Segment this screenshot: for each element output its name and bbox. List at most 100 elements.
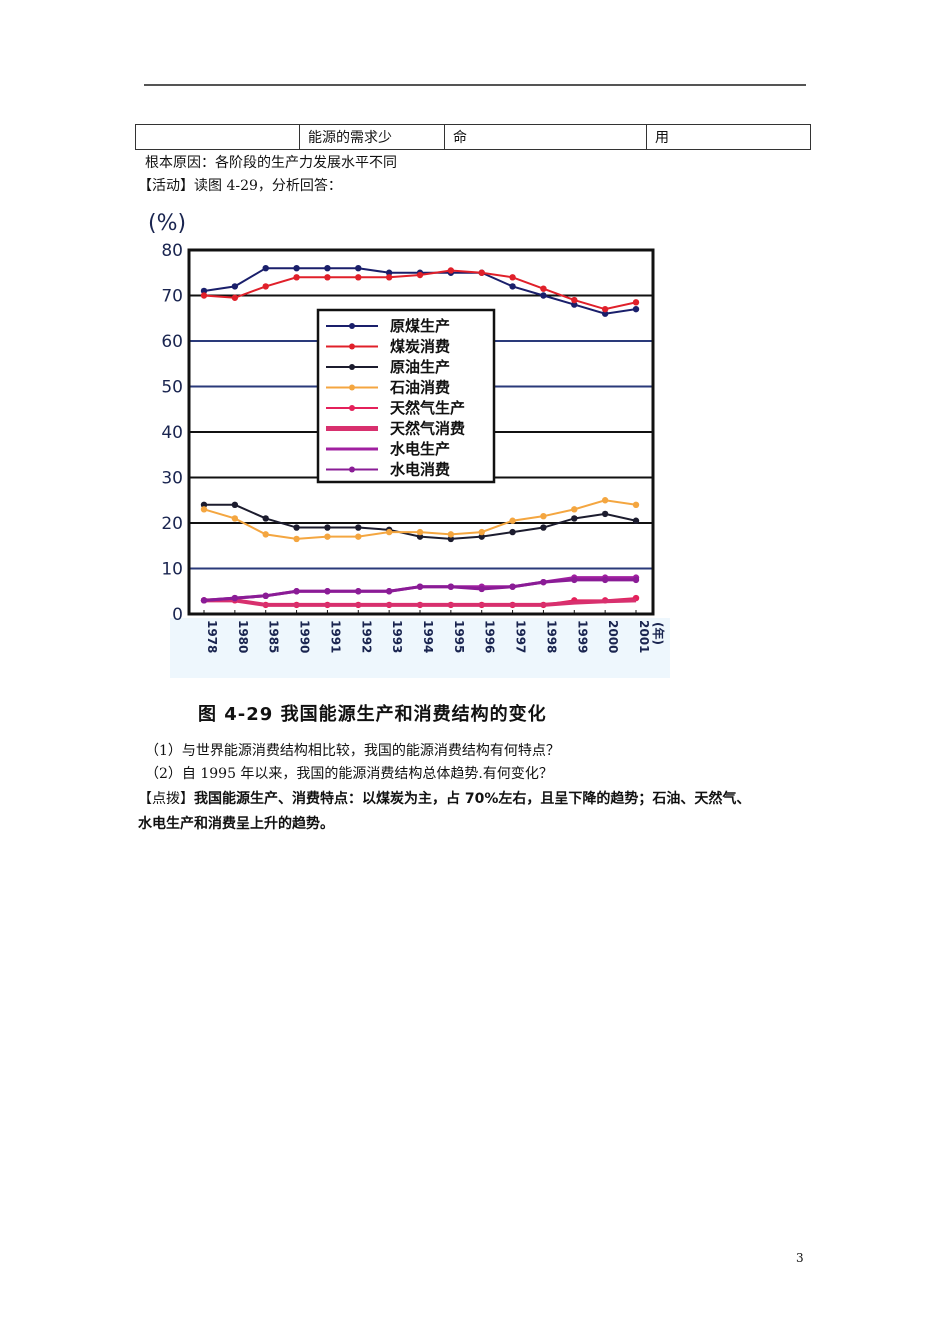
x-tick-label: 1993 — [390, 620, 404, 653]
question-2: （2）自 1995 年以来，我国的能源消费结构总体趋势.有何变化？ — [145, 766, 553, 782]
data-point — [200, 597, 208, 604]
x-tick-label: 1998 — [544, 620, 558, 653]
data-point — [478, 269, 485, 276]
y-tick-label: 80 — [161, 241, 183, 261]
data-point — [416, 528, 424, 536]
data-point — [262, 515, 269, 522]
data-point — [262, 283, 269, 290]
data-point — [540, 512, 547, 520]
data-point — [540, 578, 547, 586]
legend-label: 天然气消费 — [390, 420, 465, 438]
data-point — [540, 292, 547, 299]
legend-box — [316, 308, 496, 484]
data-point — [540, 285, 547, 292]
data-point — [601, 310, 609, 317]
data-point — [355, 274, 362, 281]
data-point — [324, 588, 331, 595]
data-point — [355, 265, 362, 272]
data-point — [509, 583, 516, 590]
data-point — [632, 517, 640, 524]
legend-label: 原油生产 — [390, 358, 450, 376]
data-point — [385, 269, 393, 276]
y-tick-label: 10 — [161, 560, 183, 580]
data-point — [509, 283, 516, 290]
data-point — [601, 510, 609, 518]
data-point — [293, 535, 300, 543]
x-tick-label: 1990 — [298, 620, 312, 653]
y-tick-label: 60 — [161, 332, 183, 352]
y-tick-label: 50 — [161, 378, 183, 398]
x-tick-label: 1995 — [452, 620, 466, 653]
data-point — [324, 524, 331, 531]
hint-text-line2: 水电生产和消费呈上升的趋势。 — [138, 816, 334, 832]
data-point — [231, 283, 239, 290]
data-point — [355, 524, 362, 531]
x-tick-label: 2001 — [637, 620, 651, 653]
x-tick-label: 2000 — [606, 620, 620, 653]
data-point — [200, 501, 208, 508]
table-cell: 能源的需求少 — [299, 124, 445, 150]
y-tick-label: 70 — [161, 287, 183, 307]
hint-label: 【点拨】 — [138, 791, 194, 807]
data-point — [416, 533, 424, 540]
data-point — [632, 501, 640, 508]
data-point — [324, 533, 331, 540]
x-tick-label: 1991 — [328, 620, 342, 653]
legend-label: 天然气生产 — [390, 399, 465, 417]
data-point — [632, 576, 640, 584]
data-point — [200, 292, 208, 299]
x-tick-label: 1997 — [514, 620, 528, 653]
activity-heading: 【活动】读图 4-29，分析回答： — [138, 178, 342, 194]
data-point — [571, 296, 578, 304]
data-point — [601, 576, 609, 584]
data-point — [571, 301, 578, 308]
legend-label: 水电消费 — [390, 461, 450, 479]
data-point — [262, 531, 269, 538]
x-tick-label: 1985 — [267, 620, 281, 653]
x-tick-label: 1992 — [359, 620, 373, 653]
legend-label: 水电生产 — [390, 440, 450, 458]
hint-text-line1: 我国能源生产、消费特点：以煤炭为主，占 70%左右，且呈下降的趋势；石油、天然气… — [194, 791, 751, 807]
data-point — [293, 265, 300, 272]
y-tick-label: 30 — [161, 469, 183, 489]
data-point — [293, 588, 300, 595]
data-point — [509, 528, 516, 536]
data-point — [509, 274, 516, 281]
table-row: 能源的需求少 命 用 — [135, 124, 811, 150]
data-point — [231, 294, 239, 301]
table-cell: 用 — [646, 124, 811, 150]
data-point — [571, 515, 578, 522]
legend-label: 煤炭消费 — [390, 338, 450, 356]
data-point — [416, 583, 424, 590]
chart-svg: 0 10 20 30 40 50 60 70 80 (%) 1978 1980 1985 1990 1991… — [148, 211, 670, 678]
data-point — [262, 265, 269, 272]
page-number: 3 — [796, 1251, 804, 1265]
question-1: （1）与世界能源消费结构相比较，我国的能源消费结构有何特点？ — [145, 743, 560, 759]
figure-caption: 图 4-29 我国能源生产和消费结构的变化 — [198, 704, 547, 725]
table-cell: 命 — [444, 124, 647, 150]
data-point — [571, 506, 578, 513]
x-tick-label: 1996 — [483, 620, 497, 653]
data-point — [416, 271, 424, 279]
x-tick-label: 1999 — [575, 620, 589, 653]
data-point — [200, 506, 208, 513]
data-point — [509, 517, 516, 524]
y-tick-label: 0 — [172, 605, 183, 625]
data-point — [324, 265, 331, 272]
data-point — [262, 592, 269, 599]
hint-paragraph: 【点拨】我国能源生产、消费特点：以煤炭为主，占 70%左右，且呈下降的趋势；石油… — [138, 789, 750, 809]
x-tick-label: 1978 — [205, 620, 219, 653]
previous-table-fragment: 能源的需求少 命 用 — [135, 124, 811, 150]
root-cause-text: 根本原因：各阶段的生产力发展水平不同 — [145, 155, 397, 171]
plot-frame — [187, 248, 655, 616]
energy-structure-chart: 0 10 20 30 40 50 60 70 80 (%) 1978 1980 1985 1990 1991… — [140, 200, 680, 740]
data-point — [632, 299, 640, 306]
x-axis-unit: (年) — [651, 622, 666, 645]
data-point — [355, 533, 362, 540]
data-point — [632, 305, 640, 313]
y-tick-label: 40 — [161, 423, 183, 443]
series-line — [203, 578, 636, 602]
data-point — [231, 594, 239, 602]
data-point — [540, 524, 547, 531]
series-line — [204, 598, 637, 607]
